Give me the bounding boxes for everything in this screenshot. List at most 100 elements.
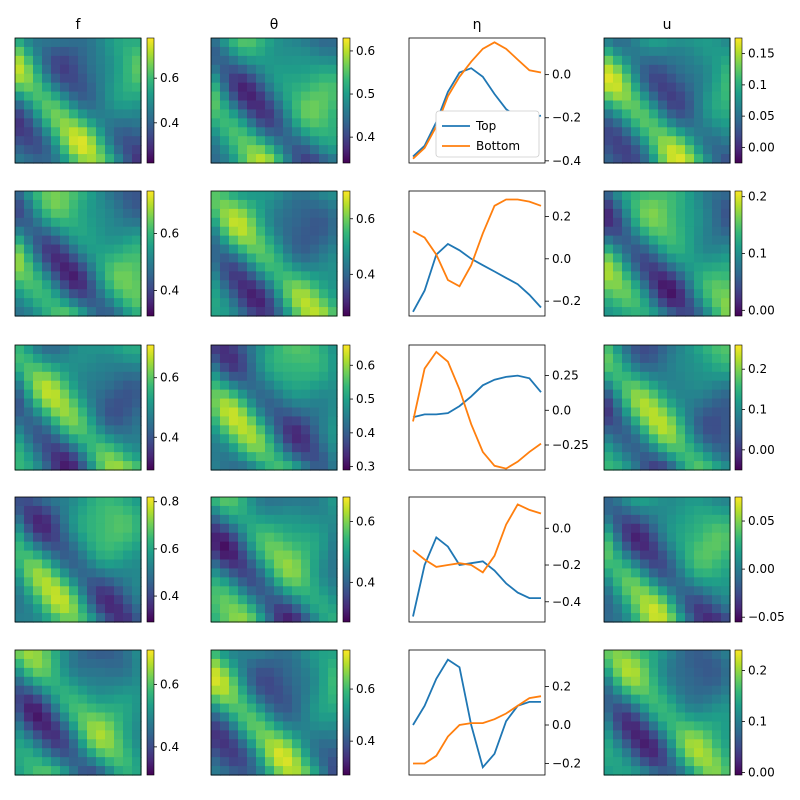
heatmap-cell — [703, 298, 713, 308]
heatmap-cell — [310, 244, 320, 255]
heatmap-cell — [229, 685, 239, 696]
heatmap-cell — [649, 289, 659, 299]
heatmap-cell — [123, 136, 133, 146]
heatmap-cell — [685, 199, 695, 210]
heatmap-cell — [220, 595, 230, 605]
heatmap-cell — [24, 748, 34, 758]
heatmap-cell — [676, 443, 686, 453]
y-tick-label: −0.2 — [552, 294, 581, 308]
heatmap-cell — [78, 658, 88, 669]
colorbar-tick-label: 0.4 — [160, 116, 179, 130]
heatmap-cell — [694, 109, 704, 119]
heatmap-cell — [247, 595, 257, 605]
heatmap-cell — [78, 748, 88, 758]
heatmap-cell — [229, 298, 239, 308]
heatmap-cell — [114, 244, 124, 255]
heatmap-cell — [301, 703, 311, 714]
heatmap-cell — [712, 550, 722, 561]
heatmap-cell — [694, 262, 704, 272]
heatmap-cell — [51, 407, 61, 418]
heatmap-cell — [105, 541, 115, 552]
heatmap-cell — [78, 559, 88, 570]
heatmap-cell — [33, 497, 43, 507]
heatmap-cell — [622, 407, 632, 418]
heatmap-cell — [310, 650, 320, 660]
heatmap-cell — [301, 64, 311, 75]
heatmap-cell — [211, 416, 221, 426]
heatmap-cell — [604, 118, 614, 128]
heatmap-cell — [301, 595, 311, 605]
heatmap-cell — [114, 109, 124, 119]
heatmap-cell — [132, 694, 142, 705]
heatmap-cell — [604, 271, 614, 281]
heatmap-cell — [69, 217, 79, 228]
colorbar-theta-row-4: 0.60.4 — [342, 496, 375, 623]
heatmap-cell — [319, 345, 329, 355]
heatmap-cell — [649, 559, 659, 570]
heatmap-cell — [265, 676, 275, 687]
heatmap-cell — [292, 100, 302, 111]
heatmap-cell — [60, 38, 70, 48]
heatmap-cell — [310, 145, 320, 155]
heatmap-cell — [265, 443, 275, 453]
heatmap-cell — [694, 217, 704, 228]
heatmap-cell — [78, 199, 88, 210]
heatmap-cell — [301, 650, 311, 660]
heatmap-cell — [256, 307, 266, 317]
heatmap-cell — [265, 514, 275, 525]
heatmap-cell — [42, 703, 52, 714]
heatmap-cell — [265, 136, 275, 146]
heatmap-cell — [33, 109, 43, 119]
heatmap-cell — [703, 425, 713, 435]
heatmap-cell — [685, 353, 695, 364]
heatmap-cell — [721, 362, 731, 373]
heatmap-cell — [87, 703, 97, 714]
heatmap-cell — [220, 100, 230, 111]
heatmap-cell — [274, 145, 284, 155]
heatmap-cell — [220, 109, 230, 119]
heatmap-cell — [105, 345, 115, 355]
heatmap-cell — [703, 244, 713, 255]
heatmap-cell — [78, 38, 88, 48]
heatmap-cell — [265, 280, 275, 290]
heatmap-cell — [60, 235, 70, 246]
heatmap-cell — [15, 208, 25, 219]
heatmap-cell — [301, 217, 311, 228]
heatmap-cell — [229, 191, 239, 201]
heatmap-cell — [33, 226, 43, 237]
heatmap-cell — [631, 407, 641, 418]
heatmap-cell — [319, 505, 329, 516]
heatmap-cell — [604, 505, 614, 516]
heatmap-cell — [211, 307, 221, 317]
heatmap-cell — [60, 550, 70, 561]
heatmap-cell — [105, 407, 115, 418]
heatmap-cell — [265, 118, 275, 128]
heatmap-cell — [69, 136, 79, 146]
heatmap-cell — [631, 38, 641, 48]
heatmap-cell — [87, 757, 97, 767]
heatmap-cell — [301, 46, 311, 57]
heatmap-cell — [283, 262, 293, 272]
heatmap-cell — [721, 118, 731, 128]
heatmap-cell — [658, 235, 668, 246]
heatmap-cell — [87, 82, 97, 93]
heatmap-cell — [301, 730, 311, 740]
heatmap-cell — [87, 461, 97, 471]
heatmap-cell — [649, 541, 659, 552]
heatmap-cell — [676, 505, 686, 516]
heatmap-cell — [33, 371, 43, 382]
heatmap-cell — [15, 271, 25, 281]
heatmap-cell — [328, 694, 338, 705]
heatmap-cell — [123, 118, 133, 128]
heatmap-cell — [631, 298, 641, 308]
heatmap-cell — [15, 514, 25, 525]
heatmap-cell — [631, 380, 641, 391]
heatmap-cell — [712, 253, 722, 264]
heatmap-cell — [274, 353, 284, 364]
heatmap-cell — [24, 434, 34, 444]
heatmap-cell — [256, 398, 266, 409]
heatmap-cell — [283, 505, 293, 516]
heatmap-cell — [33, 730, 43, 740]
heatmap-cell — [114, 613, 124, 623]
heatmap-cell — [114, 595, 124, 605]
